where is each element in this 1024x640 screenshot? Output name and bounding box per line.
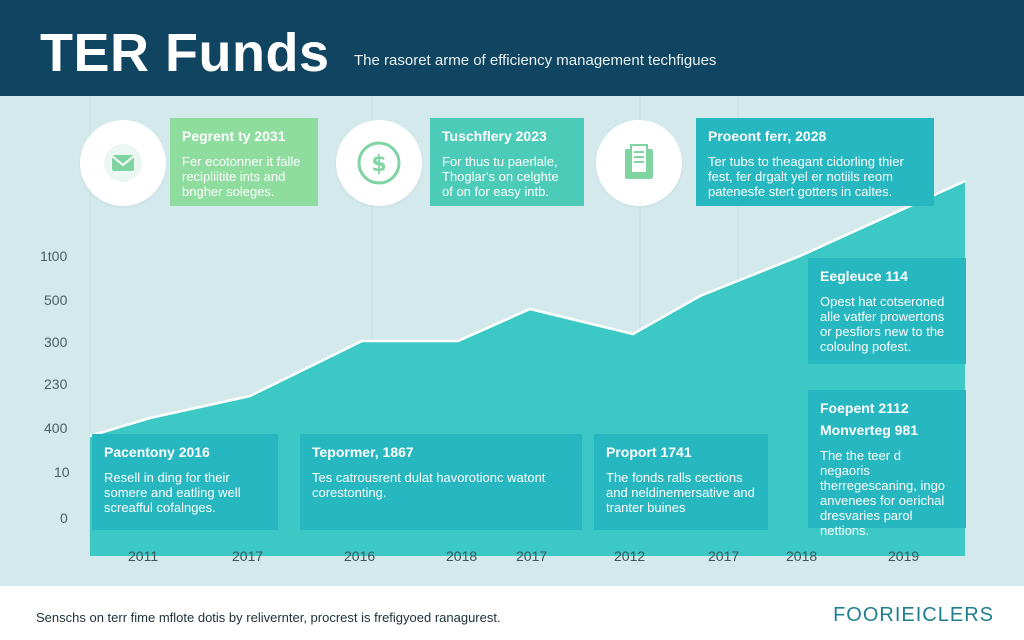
card-body: Fer ecotonner it falle recipliitite ints… — [182, 154, 301, 199]
x-tick-label: 2018 — [446, 548, 478, 564]
card-title: Tuschflery 2023 — [442, 128, 547, 144]
x-tick-label: 2017 — [708, 548, 740, 564]
y-tick-label: 500 — [44, 292, 68, 308]
y-tick-label: 400 — [44, 420, 68, 436]
brand-logo: FOORIEICLERS — [833, 604, 994, 626]
footer: Senschs on terr fime mflote dotis by rel… — [0, 586, 1024, 640]
bottom-card: Tepormer, 1867 Tes catrousrent dulat hav… — [300, 434, 582, 530]
svg-text:$: $ — [371, 152, 386, 177]
dollar-coin-icon: $ — [357, 141, 401, 185]
page-subtitle: The rasoret arme of efficiency managemen… — [354, 52, 717, 69]
page-title: TER Funds — [40, 23, 330, 83]
x-tick-label: 2016 — [344, 548, 376, 564]
card-body: Ter tubs to theagant cidorling thier fes… — [708, 154, 904, 199]
header-banner: TER Funds The rasoret arme of efficiency… — [0, 0, 1024, 96]
y-tick-label: 10 — [54, 464, 70, 480]
card-title: Proport 1741 — [606, 444, 692, 460]
card-title: Tepormer, 1867 — [312, 444, 414, 460]
card-title: Eegleuce 114 — [820, 268, 908, 284]
y-tick-label: 1t00 — [40, 248, 68, 264]
bottom-card: Pacentony 2016 Resell in ding for their … — [92, 434, 278, 530]
x-tick-label: 2011 — [128, 548, 159, 564]
footer-note: Senschs on terr fime mflote dotis by rel… — [36, 610, 501, 625]
infographic-main: 1t00 500 300 230 400 10 0 2011 2017 2016… — [0, 96, 1024, 586]
card-body: For thus tu paerlale, Thoglar's on celgh… — [442, 154, 559, 199]
x-tick-label: 2017 — [232, 548, 264, 564]
document-icon-badge — [596, 120, 682, 206]
card-body: Tes catrousrent dulat havorotionc watont… — [312, 470, 546, 500]
card-body: The the teer d negaoris therregescaning,… — [820, 448, 946, 538]
top-card: Pegrent ty 2031 Fer ecotonner it falle r… — [170, 118, 318, 206]
area-line — [89, 179, 966, 438]
side-card: Foepent 2112 Monverteg 981 The the teer … — [808, 390, 966, 538]
envelope-icon — [104, 144, 142, 182]
top-card: Proeont ferr, 2028 Ter tubs to theagant … — [696, 118, 934, 206]
y-tick-label: 0 — [60, 510, 68, 526]
card-title: Pacentony 2016 — [104, 444, 210, 460]
card-title: Foepent 2112 — [820, 400, 909, 416]
x-tick-label: 2018 — [786, 548, 818, 564]
top-card: Tuschflery 2023 For thus tu paerlale, Th… — [430, 118, 584, 206]
card-body: The fonds ralls cections and neldinemers… — [606, 470, 755, 515]
bottom-card: Proport 1741 The fonds ralls cections an… — [594, 434, 768, 530]
card-body: Resell in ding for their somere and eatl… — [104, 470, 241, 515]
dollar-icon-badge: $ — [336, 120, 422, 206]
y-tick-label: 230 — [44, 376, 68, 392]
side-card: Eegleuce 114 Opest hat cotseroned alle v… — [808, 258, 966, 364]
x-tick-label: 2019 — [888, 548, 920, 564]
card-title: Pegrent ty 2031 — [182, 128, 286, 144]
envelope-icon-badge — [80, 120, 166, 206]
x-tick-label: 2017 — [516, 548, 548, 564]
card-body: Opest hat cotseroned alle vatfer prowert… — [820, 294, 945, 354]
document-tablet-icon — [625, 144, 653, 179]
card-title: Proeont ferr, 2028 — [708, 128, 827, 144]
card-subtitle: Monverteg 981 — [820, 422, 919, 438]
x-tick-label: 2012 — [614, 548, 646, 564]
y-tick-label: 300 — [44, 334, 68, 350]
